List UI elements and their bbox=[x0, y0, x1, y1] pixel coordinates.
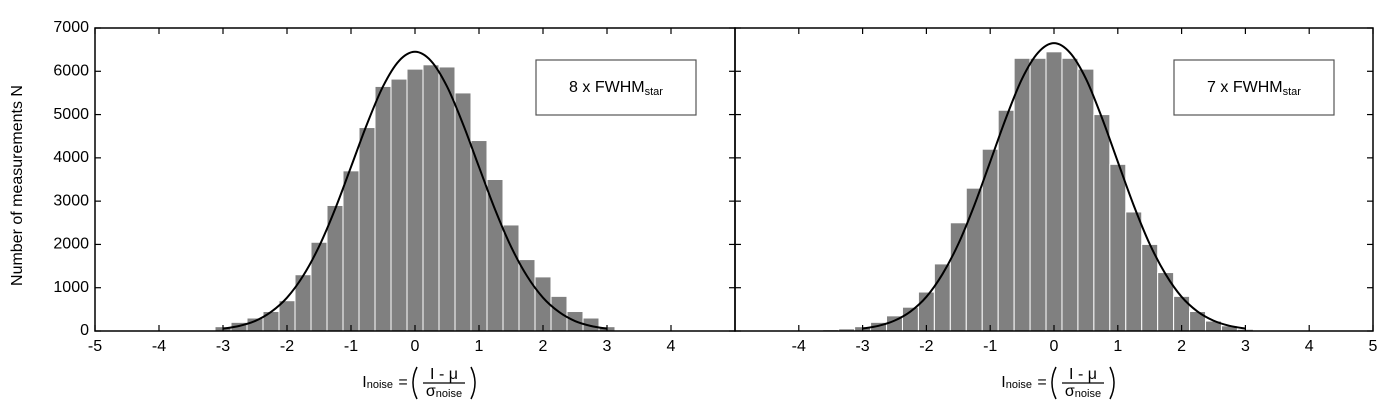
bar bbox=[518, 259, 536, 332]
legend-box bbox=[535, 59, 697, 116]
bar bbox=[358, 127, 376, 332]
bar bbox=[310, 241, 328, 332]
x-tick-label: -2 bbox=[919, 338, 933, 355]
x-tick-label: -2 bbox=[280, 338, 294, 355]
bar bbox=[997, 109, 1015, 332]
bar bbox=[262, 311, 280, 332]
legend-label: 7 x FWHMstar bbox=[1207, 79, 1301, 98]
bar bbox=[1077, 68, 1095, 332]
x-tick-label: 4 bbox=[667, 338, 676, 355]
x-tick-label: -1 bbox=[344, 338, 358, 355]
x-tick-label: 2 bbox=[1177, 338, 1186, 355]
x-tick-label: -3 bbox=[855, 338, 869, 355]
bar bbox=[486, 179, 504, 332]
x-tick-label: 0 bbox=[411, 338, 420, 355]
x-label-sub: noise bbox=[1006, 379, 1032, 391]
x-label-numerator: I - μ bbox=[1069, 366, 1097, 383]
x-label-den-symbol: σ bbox=[1065, 383, 1075, 400]
legend-text: 8 x FWHM bbox=[569, 79, 645, 96]
x-label-den-symbol: σ bbox=[426, 383, 436, 400]
legend-box bbox=[1173, 59, 1335, 116]
x-tick-label: -4 bbox=[152, 338, 166, 355]
x-label-symbol: I bbox=[1001, 374, 1005, 391]
x-tick-label: -3 bbox=[216, 338, 230, 355]
x-label-denominator: σnoise bbox=[1065, 383, 1101, 400]
bar bbox=[406, 68, 424, 332]
fit-curve bbox=[222, 50, 608, 330]
y-tick-label: 2000 bbox=[53, 236, 89, 253]
x-tick-label: -1 bbox=[983, 338, 997, 355]
legend-label: 8 x FWHMstar bbox=[569, 79, 663, 98]
bar bbox=[1125, 211, 1143, 332]
legend-sub: star bbox=[1283, 86, 1302, 98]
x-tick-label: -4 bbox=[792, 338, 806, 355]
bar bbox=[965, 187, 983, 332]
bar bbox=[454, 92, 472, 332]
x-label-equals: = bbox=[1037, 374, 1046, 391]
x-label-numerator: I - μ bbox=[430, 366, 458, 383]
bar bbox=[1029, 57, 1047, 332]
bar bbox=[374, 85, 392, 332]
bar bbox=[550, 295, 568, 332]
x-label-den-sub: noise bbox=[436, 388, 462, 400]
x-tick-label: 3 bbox=[603, 338, 612, 355]
bar bbox=[342, 170, 360, 332]
x-tick-label: 1 bbox=[475, 338, 484, 355]
legend-text: 7 x FWHM bbox=[1207, 79, 1283, 96]
bar bbox=[1061, 57, 1079, 332]
x-tick-label: 4 bbox=[1305, 338, 1314, 355]
x-tick-label: 1 bbox=[1113, 338, 1122, 355]
paren bbox=[1109, 366, 1115, 400]
x-label-sub: noise bbox=[367, 379, 393, 391]
y-tick-label: 1000 bbox=[53, 279, 89, 296]
x-tick-label: 5 bbox=[1369, 338, 1378, 355]
y-label: Number of measurements N bbox=[9, 85, 26, 286]
x-tick-label: 0 bbox=[1050, 338, 1059, 355]
paren bbox=[412, 366, 418, 400]
x-tick-label: -5 bbox=[88, 338, 102, 355]
y-tick-label: 4000 bbox=[53, 149, 89, 166]
x-tick-label: 2 bbox=[539, 338, 548, 355]
fit-curve bbox=[862, 42, 1246, 330]
paren bbox=[470, 366, 476, 400]
x-label: Inoise bbox=[1001, 374, 1032, 391]
x-label-symbol: I bbox=[362, 374, 366, 391]
x-label-den-sub: noise bbox=[1075, 388, 1101, 400]
legend-sub: star bbox=[645, 86, 664, 98]
paren bbox=[1051, 366, 1057, 400]
y-tick-label: 6000 bbox=[53, 63, 89, 80]
x-label-denominator: σnoise bbox=[426, 383, 462, 400]
bar bbox=[422, 64, 440, 332]
x-tick-label: 3 bbox=[1241, 338, 1250, 355]
y-tick-label: 5000 bbox=[53, 106, 89, 123]
bar bbox=[390, 78, 408, 332]
bar bbox=[438, 66, 456, 332]
x-label: Inoise bbox=[362, 374, 393, 391]
y-tick-label: 3000 bbox=[53, 192, 89, 209]
bar bbox=[1013, 57, 1031, 332]
y-tick-label: 7000 bbox=[53, 19, 89, 36]
bar bbox=[1045, 51, 1063, 332]
x-label-equals: = bbox=[398, 374, 407, 391]
bar bbox=[502, 224, 520, 332]
bar bbox=[949, 222, 967, 332]
bar bbox=[1109, 163, 1127, 332]
bar bbox=[1093, 114, 1111, 332]
y-tick-label: 0 bbox=[80, 322, 89, 339]
